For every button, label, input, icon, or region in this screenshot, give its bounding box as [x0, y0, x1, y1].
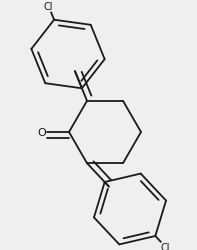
Text: Cl: Cl	[161, 242, 170, 250]
Text: O: O	[38, 128, 46, 138]
Text: Cl: Cl	[44, 2, 53, 12]
